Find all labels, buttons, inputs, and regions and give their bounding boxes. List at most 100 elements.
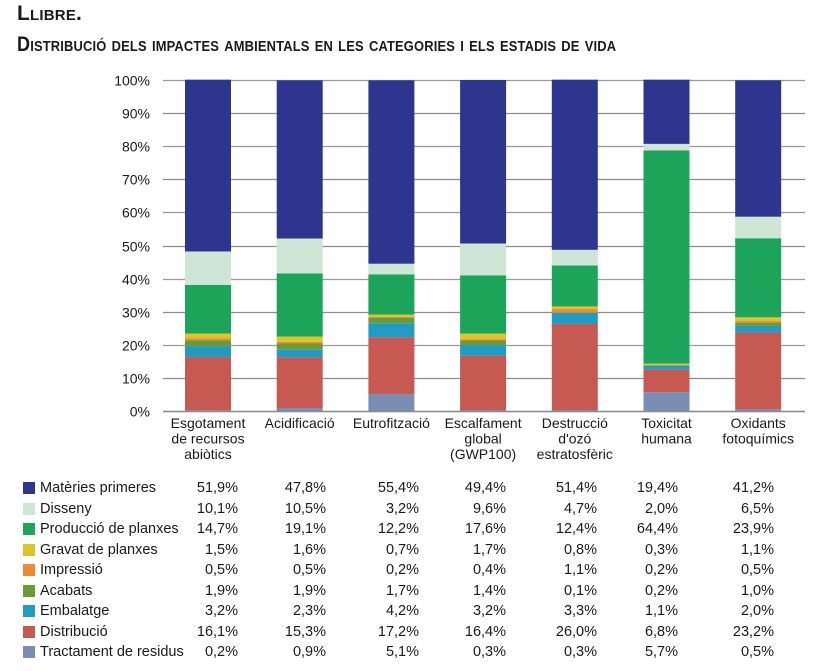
legend-swatch bbox=[23, 564, 35, 576]
table-row: Impressió 0,5% 0,5% 0,2% 0,4% 1,1% 0,2% 0,5% bbox=[0, 560, 829, 580]
table-cell: 0,2% bbox=[644, 562, 678, 578]
bar-segment bbox=[276, 408, 323, 411]
bar-segment bbox=[735, 317, 782, 321]
bar-segment bbox=[551, 306, 598, 310]
legend-label: Producció de planxes bbox=[40, 521, 179, 537]
table-cell: 4,2% bbox=[385, 603, 419, 619]
chart-subtitle: Distribució dels impactes ambientals en … bbox=[17, 33, 617, 56]
table-cell: 19,1% bbox=[284, 521, 326, 537]
bar-segment bbox=[276, 357, 323, 409]
table-cell: 0,5% bbox=[204, 562, 238, 578]
table-cell: 1,5% bbox=[204, 541, 238, 558]
bar-segment bbox=[460, 355, 507, 411]
bar-segment bbox=[735, 238, 782, 318]
legend-label: Acabats bbox=[40, 582, 93, 599]
table-cell: 23,2% bbox=[732, 623, 774, 640]
table-cell: 16,4% bbox=[464, 623, 506, 640]
table-cell: 47,8% bbox=[284, 480, 326, 496]
bar-segment bbox=[643, 369, 690, 393]
table-cell: 26,0% bbox=[555, 623, 597, 640]
bar-segment bbox=[735, 80, 782, 217]
bar-segment bbox=[185, 284, 231, 334]
bar-segment bbox=[460, 345, 507, 356]
table-cell: 0,5% bbox=[740, 644, 774, 660]
bar-segment bbox=[185, 357, 231, 411]
y-tick-label: 40% bbox=[122, 272, 150, 288]
bar-stack bbox=[551, 79, 598, 411]
legend-label: Impressió bbox=[40, 562, 103, 578]
table-cell: 1,1% bbox=[740, 541, 774, 558]
table-cell: 0,9% bbox=[292, 644, 326, 660]
bars bbox=[185, 79, 782, 411]
table-cell: 2,3% bbox=[292, 603, 326, 619]
bar-segment bbox=[460, 275, 507, 334]
y-axis-ticks: 0% 10% 20% 30% 40% 50% 60% 70% 80% 90% 100% bbox=[114, 73, 150, 420]
bar-segment bbox=[368, 337, 415, 395]
table-cell: 6,8% bbox=[644, 623, 678, 640]
table-cell: 0,7% bbox=[385, 541, 419, 558]
stacked-bar-chart: 0% 10% 20% 30% 40% 50% 60% 70% 80% 90% 100% Esgota… bbox=[114, 73, 805, 462]
table-cell: 17,6% bbox=[464, 521, 506, 537]
bar-segment bbox=[185, 79, 231, 252]
bar-segment bbox=[643, 79, 690, 144]
y-tick-label: 90% bbox=[122, 106, 150, 122]
x-tick-label: Eutrofització bbox=[353, 415, 430, 431]
table-cell: 3,2% bbox=[472, 603, 506, 619]
bar-segment bbox=[460, 333, 507, 340]
bar-segment bbox=[276, 343, 323, 350]
bar-segment bbox=[735, 409, 782, 411]
table-row: Acabats 1,9% 1,9% 1,7% 1,4% 0,1% 0,2% 1,0% bbox=[0, 581, 829, 601]
table-cell: 3,3% bbox=[563, 603, 597, 619]
bar-segment bbox=[643, 364, 690, 366]
table-cell: 0,8% bbox=[563, 541, 597, 558]
bar-segment bbox=[735, 325, 782, 333]
bar-stack bbox=[368, 80, 415, 411]
bar-segment bbox=[460, 340, 507, 346]
table-cell: 41,2% bbox=[732, 480, 774, 496]
table-cell: 1,0% bbox=[740, 582, 774, 599]
bar-segment bbox=[368, 323, 415, 338]
y-tick-label: 100% bbox=[114, 73, 150, 89]
y-tick-label: 70% bbox=[122, 172, 150, 188]
table-row: Producció de planxes 14,7% 19,1% 12,2% 17,6%… bbox=[0, 519, 829, 539]
bar-segment bbox=[551, 79, 598, 250]
legend-label: Embalatge bbox=[40, 603, 110, 619]
table-cell: 0,5% bbox=[292, 562, 326, 578]
bar-segment bbox=[735, 322, 782, 326]
legend-label: Matèries primeres bbox=[40, 480, 157, 496]
table-cell: 3,2% bbox=[204, 603, 238, 619]
bar-segment bbox=[368, 80, 415, 264]
bar-segment bbox=[276, 80, 323, 239]
bar-segment bbox=[460, 80, 507, 244]
table-row: Gravat de planxes 1,5% 1,6% 0,7% 1,7% 0,8% 0,3… bbox=[0, 540, 829, 560]
bar-segment bbox=[185, 333, 231, 339]
table-cell: 64,4% bbox=[636, 521, 678, 537]
bar-segment bbox=[276, 341, 323, 344]
table-row: Tractament de residus 0,2% 0,9% 5,1% 0,3% 0,3… bbox=[0, 642, 829, 662]
table-cell: 3,2% bbox=[385, 500, 419, 517]
table-cell: 1,1% bbox=[644, 603, 678, 619]
table-cell: 1,6% bbox=[292, 541, 326, 558]
bar-stack bbox=[735, 80, 782, 411]
x-tick-label: Esgotament de recursos abiòtics bbox=[171, 415, 246, 462]
table-cell: 1,7% bbox=[385, 582, 419, 599]
bar-segment bbox=[551, 410, 598, 411]
table-cell: 1,9% bbox=[292, 582, 326, 599]
bar-segment bbox=[185, 340, 231, 347]
bar-segment bbox=[643, 363, 690, 365]
bar-segment bbox=[368, 394, 415, 411]
bar-segment bbox=[276, 349, 323, 358]
table-cell: 6,5% bbox=[740, 500, 774, 517]
legend-swatch bbox=[23, 543, 35, 556]
bar-segment bbox=[643, 365, 690, 366]
bar-segment bbox=[643, 365, 690, 370]
bar-segment bbox=[643, 143, 690, 151]
bar-segment bbox=[735, 216, 782, 239]
bar-segment bbox=[735, 332, 782, 410]
table-row: Disseny 10,1% 10,5% 3,2% 9,6% 4,7% 2,0% 6,5% bbox=[0, 499, 829, 519]
bar-segment bbox=[460, 243, 507, 276]
table-cell: 4,7% bbox=[563, 500, 597, 517]
table-cell: 5,7% bbox=[644, 644, 678, 660]
table-cell: 10,5% bbox=[284, 500, 326, 517]
legend-swatch bbox=[23, 584, 35, 597]
